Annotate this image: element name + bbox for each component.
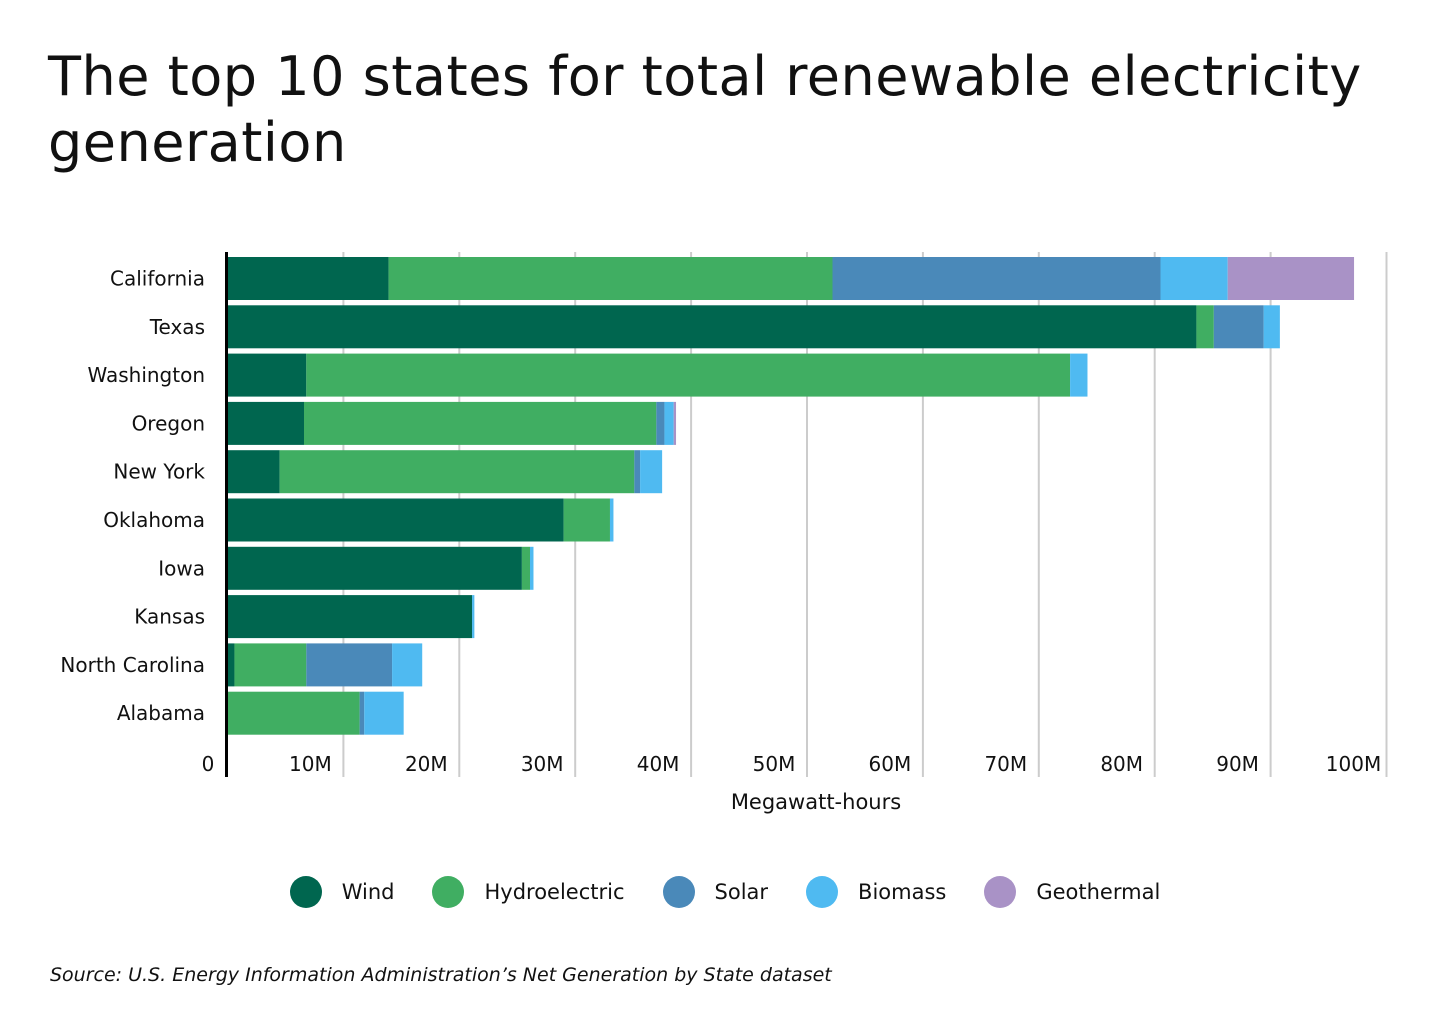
bar-wind-oklahoma [227,498,564,542]
bar-hydroelectric-california [388,257,833,300]
legend-item-hydroelectric: Hydroelectric [432,876,625,908]
bar-hydroelectric-new-york [279,450,635,494]
x-tick-label: 30M [521,752,564,776]
legend-label: Solar [714,880,769,904]
x-tick-label: 70M [984,752,1027,776]
bar-wind-oregon [227,401,304,445]
bar-wind-california [227,257,389,300]
bar-biomass-oklahoma [609,498,614,542]
legend-label: Hydroelectric [484,880,625,904]
bar-biomass-washington [1070,353,1088,397]
bar-wind-washington [227,353,307,397]
bar-wind-new-york [227,450,280,494]
y-tick-label: California [110,267,205,291]
legend-label: Biomass [858,880,947,904]
x-tick-label: 20M [405,752,448,776]
bar-solar-california [832,257,1161,300]
x-tick-label: 0 [202,752,215,776]
x-tick-label: 40M [637,752,680,776]
y-tick-label: Alabama [117,701,205,725]
y-tick-label: North Carolina [60,653,205,677]
bar-hydroelectric-oklahoma [563,498,610,542]
y-tick-label: Washington [87,363,205,387]
bar-hydroelectric-north-carolina [234,643,307,687]
legend-label: Geothermal [1036,880,1161,904]
bar-biomass-alabama [364,691,404,735]
x-axis-label: Megawatt-hours [730,790,902,814]
x-tick-label: 10M [289,752,332,776]
bar-solar-oregon [656,401,665,445]
bar-hydroelectric-alabama [227,691,360,735]
legend-swatch [806,876,839,908]
legend-label: Wind [341,880,395,904]
bar-solar-texas [1213,305,1264,349]
bar-solar-new-york [634,450,641,494]
bar-hydroelectric-oregon [303,401,657,445]
bar-hydroelectric-washington [306,353,1071,397]
x-tick-label: 80M [1100,752,1143,776]
x-tick-label: 90M [1216,752,1259,776]
x-tick-label: 50M [753,752,796,776]
legend-swatch [289,876,322,908]
bar-biomass-kansas [472,595,475,639]
legend-swatch [662,876,695,908]
bar-geothermal-oregon [673,401,677,445]
y-tick-label: New York [113,460,205,484]
y-tick-label: Kansas [134,605,205,629]
bar-biomass-california [1160,257,1228,300]
y-tick-label: Texas [149,315,205,339]
legend-swatch [432,876,465,908]
legend: Wind Hydroelectric Solar Biomass Geothermal [0,876,1450,908]
bar-wind-iowa [227,546,522,590]
bar-wind-texas [227,305,1197,349]
source-note: Source: U.S. Energy Information Administ… [50,964,832,986]
legend-item-biomass: Biomass [806,876,946,908]
y-tick-label: Iowa [158,556,205,580]
bar-biomass-texas [1263,305,1280,349]
bar-solar-alabama [359,691,365,735]
x-tick-label: 100M [1326,752,1381,776]
bar-biomass-north-carolina [392,643,423,687]
bar-wind-north-carolina [227,643,235,687]
legend-item-geothermal: Geothermal [984,876,1160,908]
legend-item-solar: Solar [662,876,769,908]
x-tick-label: 60M [869,752,912,776]
chart-title: The top 10 states for total renewable el… [48,45,1362,174]
y-tick-label: Oklahoma [103,508,205,532]
legend-item-wind: Wind [289,876,395,908]
legend-swatch [984,876,1017,908]
bar-solar-north-carolina [306,643,393,687]
bar-hydroelectric-iowa [521,546,530,590]
bar-wind-kansas [227,595,473,639]
y-tick-label: Oregon [132,411,205,435]
bar-biomass-oregon [664,401,674,445]
bar-geothermal-california [1227,257,1355,300]
bar-biomass-new-york [640,450,663,494]
bar-biomass-iowa [529,546,534,590]
bar-hydroelectric-texas [1196,305,1214,349]
